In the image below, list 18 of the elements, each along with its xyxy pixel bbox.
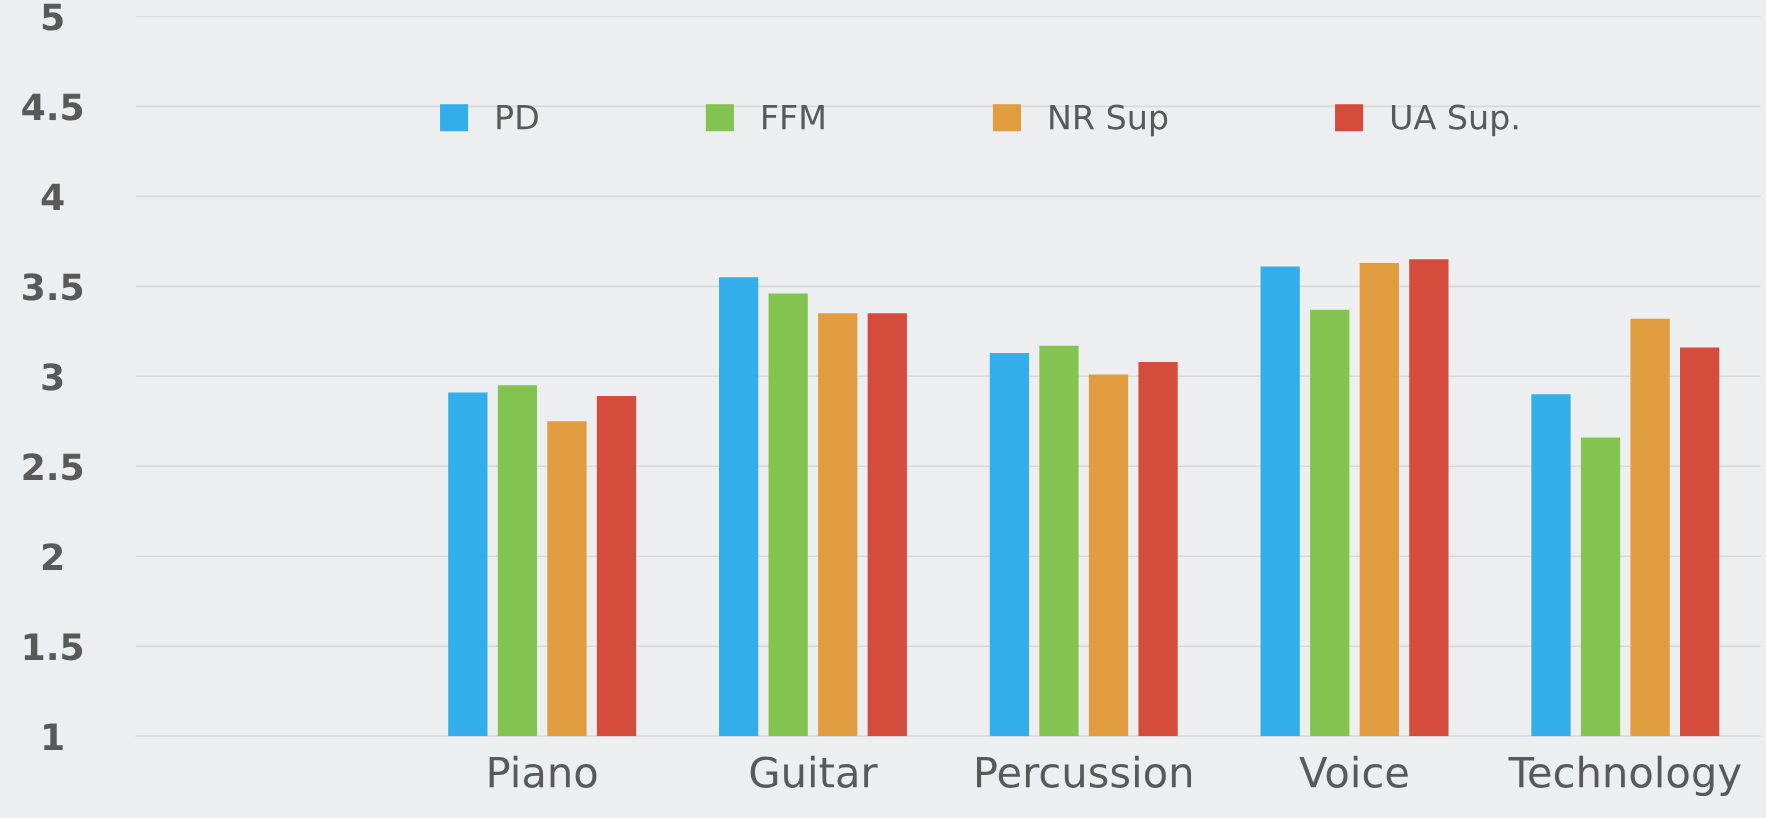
- legend-label: PD: [497, 104, 538, 130]
- x-tick-label: Voice: [1299, 755, 1408, 788]
- y-tick-label: 4: [41, 183, 64, 211]
- y-tick-label: 2: [42, 543, 63, 570]
- y-tick-label: 4.5: [22, 93, 83, 121]
- x-tick-label: Percussion: [977, 755, 1192, 788]
- y-tick-label: 1.5: [24, 633, 83, 661]
- y-tick-label: 2.5: [23, 453, 83, 481]
- y-tick-label: 3.5: [23, 273, 83, 301]
- x-tick-label: Guitar: [750, 755, 878, 788]
- y-tick-label: 5: [42, 3, 63, 31]
- y-tick-label: 3: [42, 363, 63, 391]
- legend-label: FFM: [763, 104, 824, 130]
- legend-label: UA Sup.: [1391, 104, 1518, 137]
- y-tick-label: 1: [44, 723, 63, 750]
- x-tick-label: Piano: [489, 755, 597, 788]
- legend-label: NR Sup: [1050, 104, 1168, 137]
- x-tick-label: Technology: [1508, 755, 1741, 796]
